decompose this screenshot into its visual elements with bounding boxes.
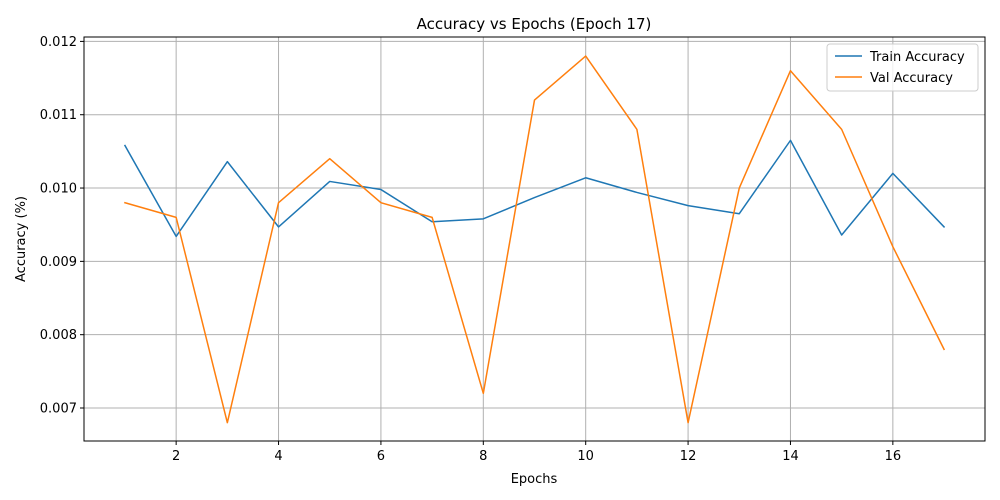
x-tick-label: 6 [377,449,385,464]
y-axis-label: Accuracy (%) [14,196,29,282]
y-tick-label: 0.012 [40,35,77,50]
legend-train-label: Train Accuracy [869,50,965,65]
x-tick-label: 2 [172,449,180,464]
y-tick-label: 0.007 [40,402,77,417]
legend-box [826,43,979,92]
x-tick-label: 12 [680,449,697,464]
chart-title: Accuracy vs Epochs (Epoch 17) [417,15,652,33]
x-tick-label: 4 [274,449,282,464]
grid [84,37,985,441]
x-axis-ticks: 2 4 6 8 10 12 14 16 [172,441,901,464]
x-tick-label: 8 [479,449,487,464]
series-layer [123,55,946,424]
legend-val-label: Val Accuracy [870,71,953,86]
x-axis-label: Epochs [511,472,558,487]
train-accuracy-line [123,139,946,238]
y-tick-label: 0.008 [40,328,77,343]
x-tick-label: 14 [782,449,799,464]
y-tick-label: 0.011 [40,108,77,123]
val-accuracy-line [124,55,946,424]
legend: Train Accuracy Val Accuracy [826,43,979,92]
plot-frame [83,36,986,442]
x-tick-label: 16 [885,449,902,464]
y-tick-label: 0.009 [40,255,77,270]
y-tick-label: 0.010 [40,182,77,197]
x-tick-label: 10 [577,449,594,464]
y-axis-ticks: 0.007 0.008 0.009 0.010 0.011 0.012 [40,35,84,417]
